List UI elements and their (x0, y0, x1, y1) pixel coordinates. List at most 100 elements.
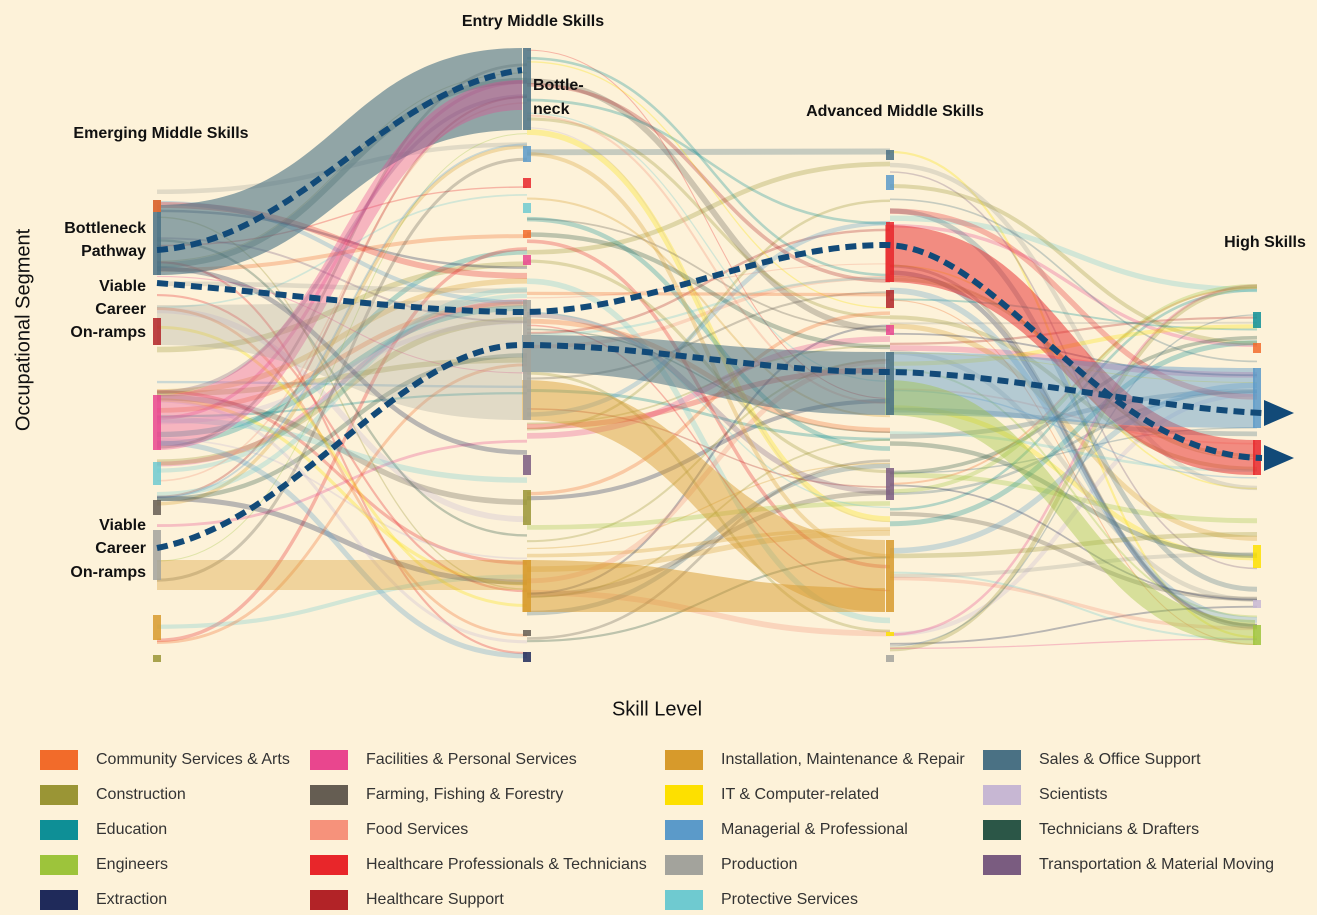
flow (156, 319, 528, 425)
node (153, 318, 161, 345)
legend-swatch (983, 855, 1021, 875)
flow (889, 335, 1258, 475)
flow (526, 220, 891, 417)
legend-swatch (665, 890, 703, 910)
flow (156, 234, 528, 272)
flow (889, 441, 1258, 558)
flow (889, 605, 1258, 645)
node (886, 325, 894, 335)
flow (156, 399, 528, 644)
flow (889, 431, 1258, 472)
legend-label: Production (721, 856, 798, 873)
node (1253, 625, 1261, 645)
x-axis-label: Skill Level (612, 698, 702, 720)
flow (889, 215, 1258, 293)
pathways (156, 67, 1294, 551)
flow (156, 278, 528, 395)
legend-swatch (310, 750, 348, 770)
flow (889, 298, 1258, 331)
legend-swatch (40, 820, 78, 840)
flow (526, 199, 891, 431)
flow (156, 157, 528, 582)
legend-swatch (665, 820, 703, 840)
flow (889, 472, 1258, 524)
band (157, 80, 522, 450)
node (153, 462, 161, 485)
legend-swatch (665, 750, 703, 770)
flow (526, 78, 891, 333)
legend-swatch (310, 785, 348, 805)
node (523, 455, 531, 475)
annotation: neck (533, 101, 570, 118)
flow (889, 390, 1258, 496)
column-label: Emerging Middle Skills (73, 125, 248, 142)
flow (889, 382, 1258, 554)
flow (156, 440, 528, 659)
node (523, 255, 531, 265)
flow (156, 249, 528, 447)
flow (889, 551, 1258, 578)
node (523, 48, 531, 130)
band (157, 560, 522, 590)
flow (526, 311, 891, 495)
node (886, 540, 894, 612)
flow (526, 311, 891, 496)
annotation: On-ramps (70, 564, 146, 581)
flow (526, 228, 891, 335)
flow (526, 232, 891, 350)
legend-swatch (40, 750, 78, 770)
flow (889, 340, 1258, 527)
flow (156, 194, 528, 309)
legend-swatch (40, 855, 78, 875)
flow (889, 531, 1258, 559)
flow (156, 389, 528, 565)
legend-label: Farming, Fishing & Forestry (366, 786, 563, 803)
flow (526, 527, 891, 558)
flow (156, 380, 528, 388)
node (523, 300, 531, 420)
flow (526, 291, 891, 297)
flow (526, 408, 891, 488)
node (523, 230, 531, 238)
labels: Occupational Segment Skill Level Emergin… (12, 13, 1306, 720)
flow (889, 314, 1258, 647)
flow (156, 247, 528, 643)
flow (156, 307, 528, 637)
legend: Community Services & Arts Construction Edu… (40, 750, 1274, 910)
flow (156, 287, 528, 497)
legend-swatch (310, 890, 348, 910)
flow (526, 61, 891, 309)
flow (889, 388, 1258, 439)
node (153, 615, 161, 640)
flow (156, 307, 528, 523)
flow (156, 305, 528, 438)
legend-label: Education (96, 821, 167, 838)
flow (889, 208, 1258, 592)
flow (156, 316, 528, 466)
flow (526, 129, 891, 523)
annotation: Career (95, 301, 146, 318)
annotation: Viable (99, 278, 146, 295)
legend-label: Construction (96, 786, 186, 803)
legend-swatch (310, 855, 348, 875)
flow (889, 389, 1258, 479)
flow (156, 394, 528, 506)
legend-label: Engineers (96, 856, 168, 873)
legend-swatch (665, 855, 703, 875)
node (153, 200, 161, 212)
legend-swatch (983, 750, 1021, 770)
flow (526, 501, 891, 530)
node (523, 630, 531, 636)
flow (889, 198, 1258, 363)
legend-label: Extraction (96, 891, 167, 908)
flow (526, 239, 891, 569)
node (886, 175, 894, 190)
flow (156, 417, 528, 483)
flow (889, 183, 1258, 346)
band (885, 380, 1255, 645)
flow (889, 284, 1258, 652)
column-label: Entry Middle Skills (462, 13, 604, 30)
node (1253, 312, 1261, 328)
node (153, 500, 161, 515)
